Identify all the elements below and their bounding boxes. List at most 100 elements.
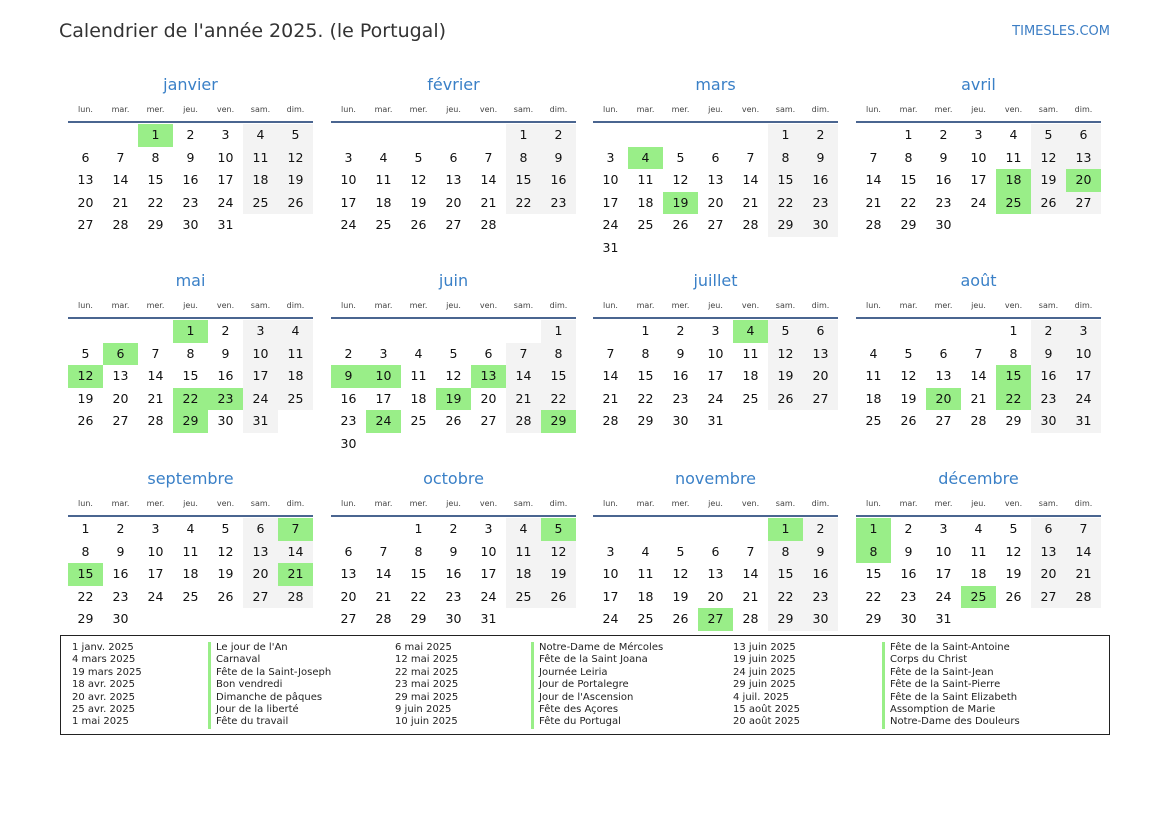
day[interactable]: 21 <box>480 194 497 210</box>
day[interactable]: 10 <box>480 543 497 559</box>
holiday-day[interactable]: 1 <box>173 320 208 343</box>
day[interactable]: 3 <box>606 543 615 559</box>
day[interactable]: 12 <box>672 172 689 187</box>
day[interactable]: 1 <box>414 521 423 536</box>
day[interactable]: 23 <box>672 390 689 406</box>
day[interactable]: 11 <box>637 566 654 581</box>
day[interactable]: 5 <box>676 543 685 559</box>
day[interactable]: 26 <box>445 413 462 428</box>
day[interactable]: 11 <box>375 172 392 187</box>
day[interactable]: 20 <box>1031 563 1066 586</box>
day[interactable]: 2 <box>676 323 685 338</box>
day[interactable]: 21 <box>742 194 759 210</box>
day[interactable]: 23 <box>900 588 917 604</box>
day[interactable]: 29 <box>637 413 654 428</box>
day[interactable]: 26 <box>77 413 94 428</box>
day[interactable]: 20 <box>243 563 278 586</box>
day[interactable]: 22 <box>541 387 576 410</box>
day[interactable]: 26 <box>768 387 803 410</box>
day[interactable]: 14 <box>865 172 882 187</box>
day[interactable]: 4 <box>379 149 388 165</box>
holiday-day[interactable]: 1 <box>138 124 173 147</box>
day[interactable]: 12 <box>541 540 576 563</box>
holiday-day[interactable]: 12 <box>68 365 103 388</box>
day[interactable]: 9 <box>221 345 230 361</box>
day[interactable]: 27 <box>803 387 838 410</box>
day[interactable]: 8 <box>641 345 650 361</box>
day[interactable]: 20 <box>707 588 724 604</box>
day[interactable]: 17 <box>935 566 952 581</box>
day[interactable]: 22 <box>900 194 917 210</box>
day[interactable]: 14 <box>506 365 541 388</box>
day[interactable]: 7 <box>116 149 125 165</box>
holiday-day[interactable]: 1 <box>856 518 891 541</box>
day[interactable]: 3 <box>243 320 278 343</box>
holiday-day[interactable]: 13 <box>471 365 506 388</box>
day[interactable]: 9 <box>541 146 576 169</box>
day[interactable]: 29 <box>77 611 94 626</box>
day[interactable]: 22 <box>768 585 803 608</box>
day[interactable]: 8 <box>151 149 160 165</box>
day[interactable]: 9 <box>803 146 838 169</box>
day[interactable]: 30 <box>112 611 129 626</box>
day[interactable]: 3 <box>344 149 353 165</box>
day[interactable]: 27 <box>243 585 278 608</box>
day[interactable]: 16 <box>803 563 838 586</box>
day[interactable]: 14 <box>970 368 987 383</box>
day[interactable]: 17 <box>243 365 278 388</box>
day[interactable]: 25 <box>742 390 759 406</box>
day[interactable]: 31 <box>1066 410 1101 433</box>
day[interactable]: 4 <box>186 521 195 536</box>
day[interactable]: 19 <box>672 588 689 604</box>
day[interactable]: 16 <box>182 172 199 187</box>
day[interactable]: 28 <box>147 413 164 428</box>
day[interactable]: 16 <box>935 172 952 187</box>
day[interactable]: 14 <box>1066 540 1101 563</box>
day[interactable]: 6 <box>81 149 90 165</box>
day[interactable]: 16 <box>1031 365 1066 388</box>
brand-link[interactable]: TIMESLES.COM <box>1012 24 1110 39</box>
day[interactable]: 2 <box>541 124 576 147</box>
day[interactable]: 20 <box>803 365 838 388</box>
day[interactable]: 25 <box>278 387 313 410</box>
day[interactable]: 7 <box>484 149 493 165</box>
day[interactable]: 22 <box>506 191 541 214</box>
day[interactable]: 26 <box>1031 191 1066 214</box>
day[interactable]: 9 <box>186 149 195 165</box>
day[interactable]: 22 <box>410 588 427 604</box>
day[interactable]: 24 <box>217 194 234 210</box>
day[interactable]: 19 <box>1031 169 1066 192</box>
day[interactable]: 27 <box>1066 191 1101 214</box>
day[interactable]: 24 <box>970 194 987 210</box>
day[interactable]: 14 <box>480 172 497 187</box>
day[interactable]: 4 <box>974 521 983 536</box>
day[interactable]: 28 <box>742 217 759 232</box>
day[interactable]: 15 <box>900 172 917 187</box>
day[interactable]: 27 <box>77 217 94 232</box>
day[interactable]: 7 <box>1066 518 1101 541</box>
day[interactable]: 13 <box>340 566 357 581</box>
day[interactable]: 30 <box>935 217 952 232</box>
day[interactable]: 24 <box>1066 387 1101 410</box>
day[interactable]: 1 <box>1009 323 1018 338</box>
day[interactable]: 21 <box>1066 563 1101 586</box>
day[interactable]: 3 <box>711 323 720 338</box>
day[interactable]: 5 <box>1009 521 1018 536</box>
day[interactable]: 30 <box>1031 410 1066 433</box>
holiday-day[interactable]: 25 <box>961 585 996 608</box>
holiday-day[interactable]: 4 <box>733 320 768 343</box>
day[interactable]: 27 <box>112 413 129 428</box>
holiday-day[interactable]: 1 <box>768 518 803 541</box>
day[interactable]: 30 <box>672 413 689 428</box>
day[interactable]: 26 <box>278 191 313 214</box>
day[interactable]: 7 <box>379 543 388 559</box>
day[interactable]: 8 <box>768 146 803 169</box>
holiday-day[interactable]: 18 <box>996 169 1031 192</box>
day[interactable]: 20 <box>77 194 94 210</box>
day[interactable]: 16 <box>445 566 462 581</box>
day[interactable]: 2 <box>904 521 913 536</box>
day[interactable]: 7 <box>151 345 160 361</box>
day[interactable]: 11 <box>243 146 278 169</box>
day[interactable]: 3 <box>221 127 230 142</box>
day[interactable]: 18 <box>742 368 759 383</box>
